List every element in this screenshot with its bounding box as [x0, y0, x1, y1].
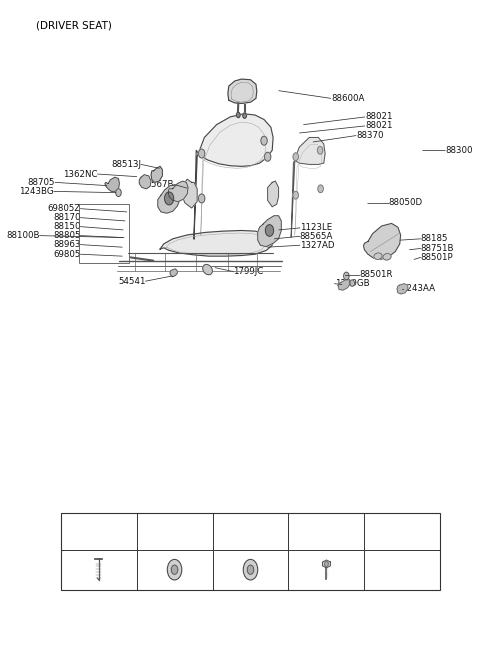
Circle shape [247, 565, 254, 575]
Polygon shape [194, 114, 273, 239]
Text: 1339CC: 1339CC [233, 527, 268, 536]
Polygon shape [158, 186, 180, 213]
Circle shape [350, 280, 355, 286]
Text: 88021: 88021 [365, 122, 392, 131]
Circle shape [293, 192, 299, 199]
Text: 88150: 88150 [53, 222, 81, 231]
Text: 1243BG: 1243BG [19, 187, 54, 196]
Text: 1249GB: 1249GB [335, 280, 369, 288]
Polygon shape [338, 280, 350, 290]
Text: 00824: 00824 [388, 527, 417, 536]
Polygon shape [363, 223, 401, 259]
Circle shape [243, 113, 246, 118]
Polygon shape [258, 215, 281, 247]
Polygon shape [182, 179, 197, 208]
Circle shape [199, 149, 205, 158]
Circle shape [171, 565, 178, 575]
Circle shape [116, 189, 121, 197]
Circle shape [265, 225, 274, 236]
Ellipse shape [203, 265, 212, 275]
Circle shape [243, 560, 258, 580]
Text: 88805: 88805 [53, 231, 81, 240]
Text: 88565A: 88565A [300, 232, 333, 241]
Polygon shape [151, 166, 162, 182]
Text: 54541: 54541 [118, 277, 145, 286]
Text: 1799JC: 1799JC [233, 267, 264, 276]
Text: 1123LE: 1123LE [300, 223, 332, 232]
Text: 88567B: 88567B [140, 180, 174, 189]
Text: 88370: 88370 [356, 131, 384, 140]
Circle shape [237, 113, 240, 118]
Text: 88513J: 88513J [111, 160, 141, 169]
Circle shape [261, 137, 267, 145]
Circle shape [317, 146, 323, 154]
Text: 88021: 88021 [365, 113, 392, 122]
Text: 1362NC: 1362NC [63, 170, 97, 179]
Polygon shape [323, 560, 330, 568]
Text: 69805: 69805 [53, 250, 81, 259]
Circle shape [324, 562, 328, 567]
Bar [60, 512, 440, 589]
Text: -1: -1 [397, 565, 408, 575]
Text: 88963: 88963 [53, 240, 81, 249]
Polygon shape [397, 284, 408, 294]
Circle shape [293, 153, 299, 160]
Text: 1327AD: 1327AD [300, 241, 334, 250]
Text: 1339BC: 1339BC [157, 527, 192, 536]
Polygon shape [291, 137, 325, 237]
Circle shape [199, 194, 205, 203]
Polygon shape [105, 177, 120, 192]
Polygon shape [170, 269, 177, 277]
Text: 88050D: 88050D [389, 199, 423, 208]
Circle shape [318, 185, 324, 193]
Text: 88600A: 88600A [331, 94, 364, 103]
Text: 88170: 88170 [53, 213, 81, 222]
Text: 1249GA: 1249GA [81, 527, 117, 536]
Polygon shape [228, 79, 257, 104]
Text: 88300: 88300 [445, 146, 472, 155]
Text: 69805Z: 69805Z [47, 204, 81, 213]
Text: 88185: 88185 [420, 234, 448, 243]
Bar [79, 204, 129, 263]
Circle shape [165, 192, 174, 205]
Text: 1125DG: 1125DG [308, 527, 345, 536]
Ellipse shape [374, 253, 382, 259]
Polygon shape [268, 181, 278, 207]
Ellipse shape [383, 254, 391, 260]
Circle shape [344, 272, 349, 280]
Text: 88100B: 88100B [6, 231, 40, 240]
Text: 1243AA: 1243AA [401, 285, 435, 293]
Polygon shape [139, 175, 151, 189]
Polygon shape [160, 230, 272, 256]
Text: 88501R: 88501R [359, 270, 393, 280]
Text: 88751B: 88751B [420, 244, 454, 253]
Text: (DRIVER SEAT): (DRIVER SEAT) [36, 21, 112, 31]
Text: 88705: 88705 [28, 178, 55, 187]
Text: 88501P: 88501P [420, 253, 453, 262]
Circle shape [168, 560, 182, 580]
Circle shape [264, 152, 271, 161]
Polygon shape [168, 181, 188, 202]
